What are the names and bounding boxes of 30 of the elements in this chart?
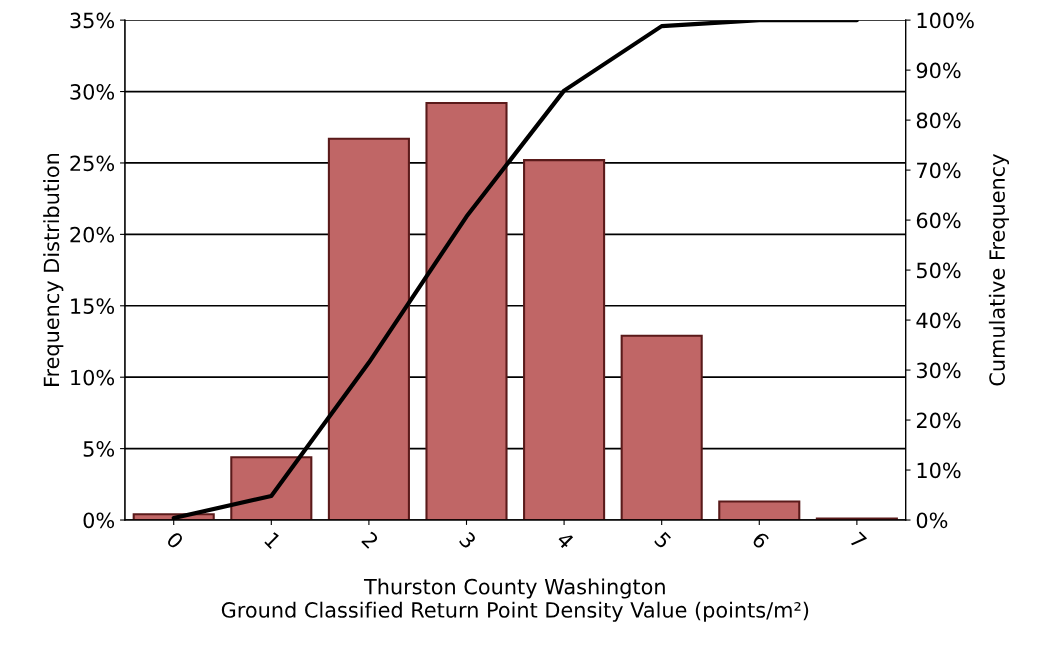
y-tick-label: 5% bbox=[83, 441, 115, 457]
y-tick-label: 30% bbox=[70, 84, 115, 100]
x-tick-label: 5 bbox=[653, 531, 672, 550]
y-tick-label: 15% bbox=[71, 298, 115, 314]
x-tick-label: 2 bbox=[361, 531, 379, 549]
x-tick-label: 6 bbox=[751, 531, 770, 550]
y2-tick-label: 60% bbox=[916, 212, 961, 229]
y-tick-label: 25% bbox=[70, 155, 115, 172]
y2-tick-label: 90% bbox=[916, 62, 961, 79]
y2-tick-label: 100% bbox=[917, 12, 974, 29]
y2-tick-label: 70% bbox=[917, 162, 961, 179]
y-tick-label: 0% bbox=[83, 512, 115, 529]
y2-tick-label: 30% bbox=[916, 362, 961, 379]
x-axis-title: Thurston County Washington Ground Classified Return Point Density Value (points/m²) bbox=[221, 578, 809, 622]
y2-tick-label: 80% bbox=[916, 112, 961, 129]
x-tick-label: 4 bbox=[556, 530, 575, 550]
x-tick-label: 0 bbox=[165, 530, 185, 550]
y2-tick-label: 50% bbox=[917, 262, 961, 279]
y-tick-label: 20% bbox=[70, 226, 115, 243]
y2-tick-label: 20% bbox=[916, 412, 961, 429]
y2-tick-label: 40% bbox=[916, 312, 961, 329]
y2-axis-title: Cumulative Frequency bbox=[988, 154, 1009, 386]
y2-tick-label: 0% bbox=[916, 512, 948, 529]
y2-tick-label: 10% bbox=[917, 462, 961, 479]
x-tick-label: 7 bbox=[849, 531, 867, 550]
y-axis-title: Frequency Distribution bbox=[43, 153, 64, 386]
y-tick-label: 35% bbox=[70, 12, 115, 29]
x-tick-label: 1 bbox=[264, 531, 282, 549]
x-tick-label: 3 bbox=[458, 531, 477, 550]
y-tick-label: 10% bbox=[71, 369, 115, 386]
